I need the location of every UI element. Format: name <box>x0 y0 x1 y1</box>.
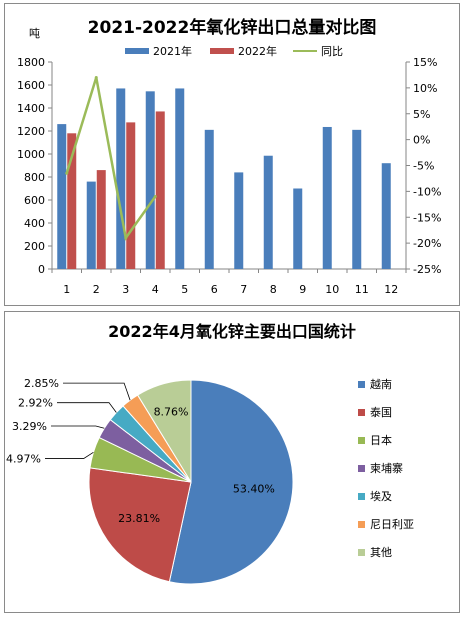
bar-2021年 <box>204 129 214 269</box>
bar-2021年 <box>234 172 244 269</box>
bar-2022年 <box>67 133 77 269</box>
x-tick-label: 1 <box>63 283 70 296</box>
x-tick-label: 9 <box>299 283 306 296</box>
pie-label: 8.76% <box>154 405 189 418</box>
legend-label: 柬埔寨 <box>370 461 403 475</box>
bar-2022年 <box>155 111 165 269</box>
legend-swatch <box>125 48 149 54</box>
legend-label: 同比 <box>321 45 343 58</box>
legend-swatch <box>358 437 365 444</box>
legend-label: 2021年 <box>153 44 192 58</box>
y-tick-label-right: 5% <box>413 108 430 121</box>
pie-label: 2.92% <box>18 397 53 410</box>
y-tick-label-right: 10% <box>413 82 437 95</box>
bar-2021年 <box>352 129 362 269</box>
y-tick-label-left: 400 <box>24 217 45 230</box>
pie-label: 2.85% <box>24 377 59 390</box>
x-tick-label: 4 <box>152 283 159 296</box>
pie-leader-line <box>51 425 105 429</box>
pie-slice-泰国 <box>88 467 192 583</box>
y-tick-label-right: -10% <box>413 185 441 198</box>
y-tick-label-left: 1200 <box>17 125 45 138</box>
bar-2021年 <box>381 163 391 269</box>
x-tick-label: 2 <box>93 283 100 296</box>
line-point <box>65 171 69 175</box>
line-point <box>153 195 157 199</box>
legend-label: 埃及 <box>370 489 392 503</box>
legend-label: 日本 <box>370 433 392 447</box>
pie-slice-越南 <box>168 379 294 585</box>
bar-2021年 <box>322 126 332 269</box>
pie-leader-line <box>45 452 94 459</box>
bar-2022年 <box>126 122 136 269</box>
chart-title: 2021-2022年氧化锌出口总量对比图 <box>88 17 377 38</box>
bar-2021年 <box>263 155 273 269</box>
y-tick-label-left: 200 <box>24 240 45 253</box>
pie-slice-其他 <box>136 379 192 484</box>
pie-leader-line <box>63 382 131 401</box>
legend-label: 2022年 <box>238 44 277 58</box>
x-tick-label: 10 <box>325 283 339 296</box>
y-tick-label-left: 600 <box>24 194 45 207</box>
pie-label: 53.40% <box>233 483 275 496</box>
bar-2021年 <box>145 91 155 269</box>
pie-chart: 2022年4月氧化锌主要出口国统计 53.40% 23.81% 8.76% 2.85% 2… <box>6 322 414 585</box>
combo-chart-panel: 2021-2022年氧化锌出口总量对比图 吨 2021年 2022年 同比 0 200 400… <box>4 3 460 306</box>
y-tick-label-left: 1000 <box>17 148 45 161</box>
pie-leader-line <box>57 402 117 413</box>
line-point <box>94 76 98 80</box>
y-tick-label-right: -15% <box>413 211 441 224</box>
legend-label: 泰国 <box>370 405 392 419</box>
line-同比 <box>65 77 157 242</box>
y-tick-label-right: 15% <box>413 56 437 69</box>
x-tick-label: 11 <box>355 283 369 296</box>
x-tick-label: 12 <box>384 283 398 296</box>
bar-2021年 <box>116 88 126 269</box>
legend-label: 越南 <box>370 377 392 391</box>
bar-2022年 <box>96 170 106 269</box>
y-tick-label-left: 1600 <box>17 79 45 92</box>
y-tick-label-right: -25% <box>413 263 441 276</box>
bar-2021年 <box>57 124 67 269</box>
y-tick-label-right: -20% <box>413 237 441 250</box>
legend-swatch <box>358 493 365 500</box>
legend-swatch <box>358 381 365 388</box>
y-axis-unit-label: 吨 <box>29 27 40 40</box>
y-tick-label-left: 0 <box>38 263 45 276</box>
pie-title: 2022年4月氧化锌主要出口国统计 <box>108 322 356 341</box>
legend-label: 尼日利亚 <box>370 518 414 531</box>
legend-swatch <box>210 48 234 54</box>
legend-swatch <box>358 409 365 416</box>
combo-chart: 2021-2022年氧化锌出口总量对比图 吨 2021年 2022年 同比 0 200 400… <box>17 17 441 296</box>
x-tick-label: 8 <box>270 283 277 296</box>
x-tick-label: 7 <box>240 283 247 296</box>
y-tick-label-left: 1800 <box>17 56 45 69</box>
y-tick-label-left: 1400 <box>17 102 45 115</box>
legend-swatch <box>358 549 365 556</box>
pie-label: 3.29% <box>12 420 47 433</box>
bar-2021年 <box>175 88 185 269</box>
y-tick-label-left: 800 <box>24 171 45 184</box>
y-tick-label-right: 0% <box>413 134 430 147</box>
legend-label: 其他 <box>370 546 392 559</box>
legend-swatch <box>358 465 365 472</box>
y-tick-label-right: -5% <box>413 160 434 173</box>
pie-label: 23.81% <box>118 512 160 525</box>
x-tick-label: 3 <box>122 283 129 296</box>
x-tick-label: 5 <box>181 283 188 296</box>
bar-2021年 <box>293 188 303 269</box>
line-point <box>124 236 128 240</box>
legend-swatch <box>358 521 365 528</box>
pie-label: 4.97% <box>6 452 41 465</box>
pie-chart-panel: 2022年4月氧化锌主要出口国统计 53.40% 23.81% 8.76% 2.85% 2… <box>4 311 460 613</box>
bar-2021年 <box>86 181 96 269</box>
x-tick-label: 6 <box>211 283 218 296</box>
